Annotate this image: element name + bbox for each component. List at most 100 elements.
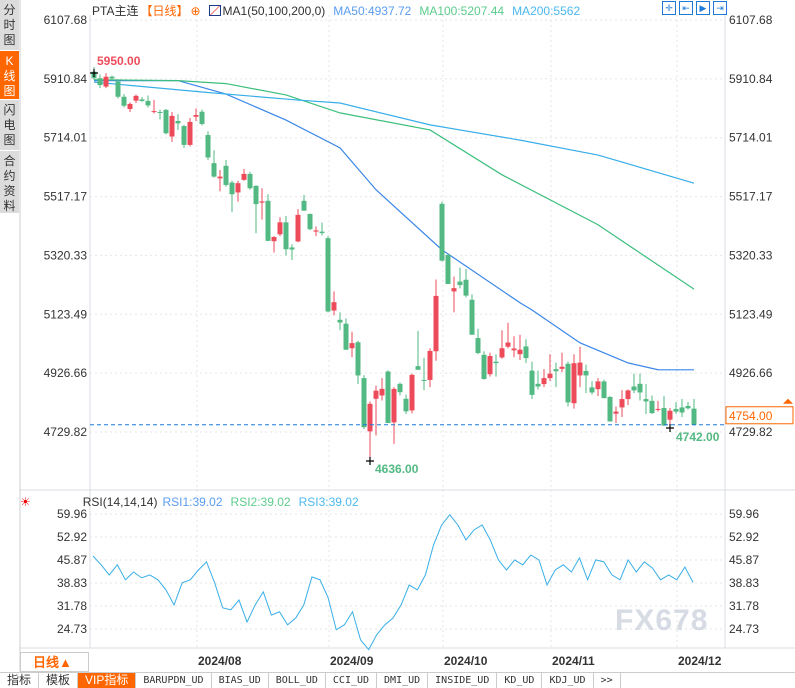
- y-tick-label-right: 6107.68: [729, 13, 773, 27]
- candle-body: [493, 361, 499, 364]
- candle-body: [373, 390, 379, 399]
- candle-body: [673, 408, 679, 412]
- candle-body: [325, 238, 331, 312]
- indicator-tab[interactable]: DMI_UD: [377, 673, 429, 688]
- go-end-icon[interactable]: ⇥: [713, 1, 727, 15]
- y-tick-label-right: 5517.17: [729, 190, 773, 204]
- candle-body: [343, 323, 349, 350]
- x-tick-label: 2024/08: [198, 654, 242, 668]
- candle-body: [247, 173, 253, 189]
- candle-body: [511, 348, 517, 351]
- tab-flash-chart[interactable]: 闪电图: [0, 100, 19, 150]
- add-indicator-icon[interactable]: ⊕: [190, 4, 201, 18]
- indicator-tab[interactable]: KDJ_UD: [542, 673, 594, 688]
- candle-body: [193, 114, 199, 117]
- rsi-tick-label-right: 45.87: [729, 553, 759, 567]
- rsi-tick-label-left: 38.83: [57, 576, 87, 590]
- candle-body: [535, 383, 541, 387]
- candle-body: [571, 363, 577, 404]
- low-marker-icon: [366, 457, 374, 465]
- y-tick-label-left: 5714.01: [44, 131, 88, 145]
- indicator-tab[interactable]: CCI_UD: [326, 673, 378, 688]
- candle-body: [385, 371, 391, 423]
- indicator-tab[interactable]: BARUPDN_UD: [136, 673, 212, 688]
- tab-time-chart[interactable]: 分时图: [0, 0, 19, 50]
- candle-body: [487, 355, 493, 375]
- candle-body: [109, 76, 115, 79]
- candle-body: [301, 200, 307, 211]
- candle-body: [337, 319, 343, 323]
- candle-body: [163, 109, 169, 134]
- y-tick-label-right: 4926.66: [729, 366, 773, 380]
- candle-body: [313, 230, 319, 232]
- y-tick-label-left: 5320.33: [44, 248, 88, 262]
- indicator-tab[interactable]: KD_UD: [497, 673, 543, 688]
- rsi2-value: RSI2:39.02: [230, 495, 291, 509]
- indicator-tab[interactable]: >>: [594, 673, 621, 688]
- price-up-arrow-icon: [783, 398, 793, 404]
- indicator-tab[interactable]: 模板: [39, 673, 79, 688]
- play-icon[interactable]: ▶: [696, 1, 710, 15]
- candle-body: [637, 383, 643, 393]
- indicator-tab[interactable]: INSIDE_UD: [428, 673, 498, 688]
- candle-body: [229, 182, 235, 195]
- rsi-tick-label-right: 59.96: [729, 507, 759, 521]
- candle-body: [499, 348, 505, 358]
- indicator-tab[interactable]: VIP指标: [78, 673, 137, 688]
- candle-body: [589, 387, 595, 393]
- candle-body: [145, 100, 151, 106]
- ma-name: MA1(50,100,200,0): [222, 4, 326, 18]
- period-selector[interactable]: 日线▲: [20, 652, 89, 672]
- candle-body: [139, 99, 145, 101]
- rsi-legend: ☀ RSI(14,14,14) RSI1:39.02 RSI2:39.02 RSI3:3…: [20, 495, 367, 509]
- candle-body: [463, 279, 469, 296]
- current-price-label: 4754.00: [729, 409, 773, 423]
- candle-body: [565, 363, 571, 403]
- rsi-tick-label-left: 45.87: [57, 553, 87, 567]
- candle-body: [457, 281, 463, 286]
- period-label: 【日线】: [140, 4, 189, 18]
- rsi-settings-icon[interactable]: ☀: [20, 495, 31, 509]
- candle-body: [439, 203, 445, 261]
- candle-body: [469, 299, 475, 335]
- candle-body: [253, 185, 259, 205]
- indicator-tab[interactable]: 指标: [0, 673, 40, 688]
- rsi3-value: RSI3:39.02: [298, 495, 359, 509]
- ma-line-ma200: [93, 81, 695, 184]
- candle-body: [259, 201, 265, 203]
- candle-body: [181, 126, 187, 145]
- x-tick-label: 2024/09: [330, 654, 374, 668]
- candle-body: [481, 354, 487, 380]
- candle-body: [619, 399, 625, 408]
- indicator-tab[interactable]: BOLL_UD: [269, 673, 326, 688]
- candle-body: [649, 400, 655, 414]
- candle-body: [367, 403, 373, 432]
- crosshair-icon[interactable]: ✛: [662, 1, 676, 15]
- rsi-tick-label-right: 24.73: [729, 622, 759, 636]
- x-tick-label: 2024/10: [444, 654, 488, 668]
- indicator-tab[interactable]: BIAS_UD: [212, 673, 269, 688]
- candle-body: [151, 111, 157, 113]
- y-tick-label-right: 5910.84: [729, 72, 773, 86]
- high-price-label: 5950.00: [97, 54, 141, 68]
- rsi1-value: RSI1:39.02: [162, 495, 223, 509]
- candle-body: [121, 96, 127, 106]
- last-low-marker-icon: [666, 424, 674, 432]
- candle-body: [277, 222, 283, 235]
- y-tick-label-left: 6107.68: [44, 13, 88, 27]
- tab-k-line-chart[interactable]: K线图: [0, 51, 19, 99]
- candle-body: [445, 254, 451, 284]
- tab-contract-info[interactable]: 合约资料: [0, 151, 19, 213]
- candle-body: [625, 390, 631, 400]
- candle-body: [517, 349, 523, 355]
- candle-body: [667, 410, 673, 420]
- y-tick-label-left: 4926.66: [44, 366, 88, 380]
- candle-body: [505, 342, 511, 347]
- candle-body: [691, 408, 697, 425]
- y-tick-label-left: 5910.84: [44, 72, 88, 86]
- zoom-range-icon[interactable]: ⇤: [679, 1, 693, 15]
- candle-body: [361, 378, 367, 428]
- rsi-line: [92, 514, 694, 651]
- last-low-label: 4742.00: [676, 430, 720, 444]
